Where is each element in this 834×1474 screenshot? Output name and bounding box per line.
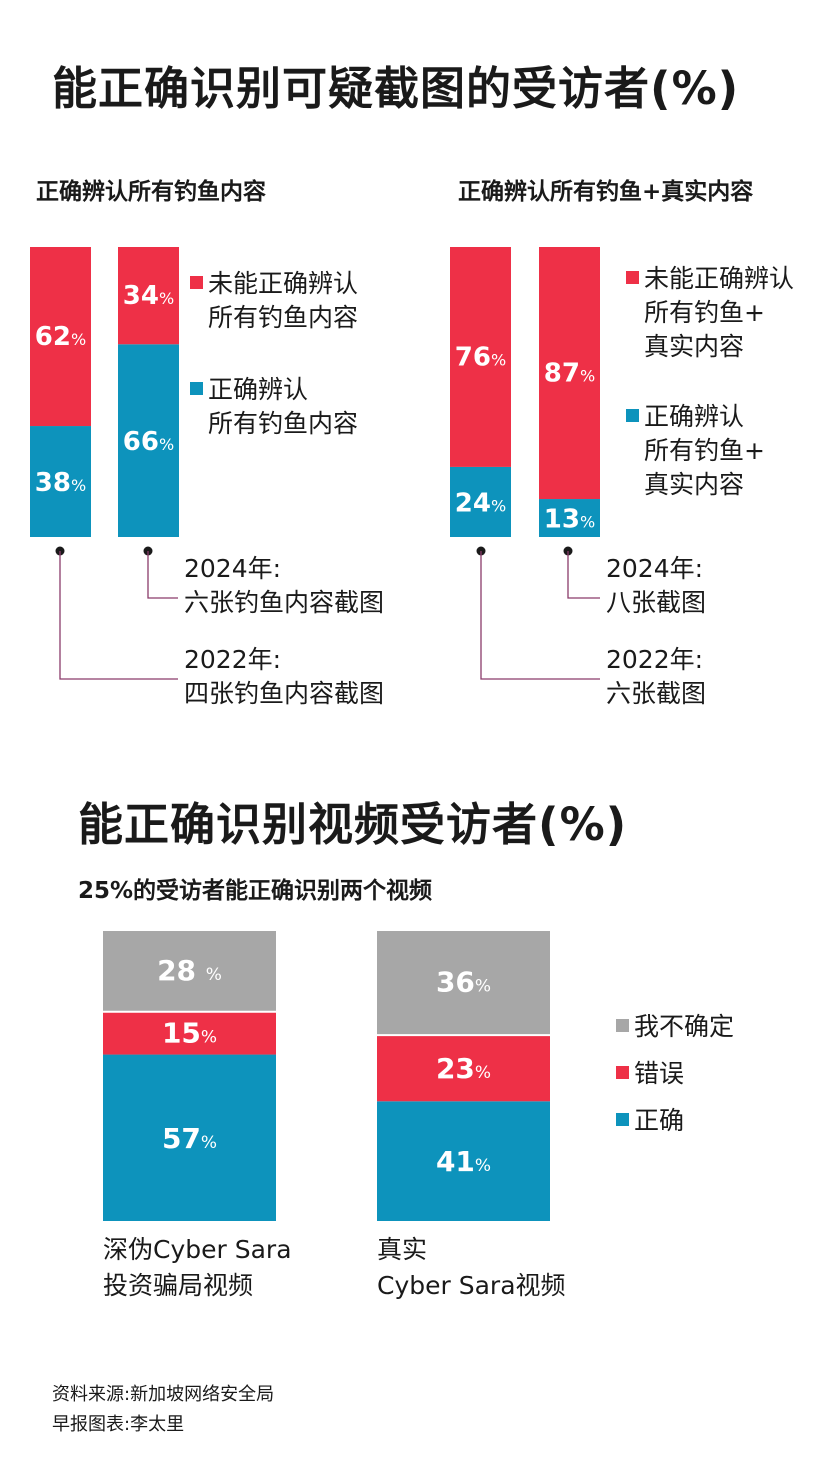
connectors-layer [55, 546, 600, 680]
connector-line [480, 551, 600, 680]
bar-segment [377, 1036, 550, 1102]
left-chart-2024-label: 2024年: 六张钓鱼内容截图 [184, 554, 385, 617]
bar-segment [118, 247, 179, 345]
red-legend-swatch [626, 271, 639, 284]
bar-segment [118, 344, 179, 537]
bar-segment [377, 1101, 550, 1221]
legend-label: 未能正确辨认 所有钓鱼内容 [208, 269, 359, 332]
legend-label: 正确辨认 所有钓鱼内容 [208, 375, 359, 438]
legend-item-identified: 正确辨认 所有钓鱼+ 真实内容 [626, 400, 794, 502]
legend-item-wrong: 错误 [616, 1057, 734, 1091]
deepfake-video-caption: 深伪Cyber Sara 投资骗局视频 [103, 1235, 292, 1300]
left-chart-subtitle: 正确辨认所有钓鱼内容 [36, 179, 266, 205]
bar-segment [377, 931, 550, 1035]
bar-segment [539, 499, 600, 537]
blue-legend-swatch [626, 409, 639, 422]
bar-value-label: 57% [162, 1122, 217, 1155]
legend-item-identified: 正确辨认 所有钓鱼内容 [190, 373, 358, 441]
right-chart-2022-label: 2022年: 六张截图 [606, 645, 707, 708]
right-chart-2024-label: 2024年: 八张截图 [606, 554, 707, 617]
bar-segment [450, 466, 511, 537]
video-section-title: 能正确识别视频受访者(%) [78, 798, 628, 851]
bar-segment [103, 1054, 276, 1221]
gray-legend-swatch [616, 1019, 629, 1032]
legend-item-not-identified: 未能正确辨认 所有钓鱼内容 [190, 267, 358, 335]
legend-item-correct: 正确 [616, 1104, 734, 1138]
real-video-caption: 真实 Cyber Sara视频 [377, 1235, 566, 1300]
bar-segment [30, 426, 91, 537]
bar-segment [103, 931, 276, 1011]
bar-segment [30, 247, 91, 427]
main-title: 能正确识别可疑截图的受访者(%) [52, 62, 740, 115]
red-legend-swatch [190, 276, 203, 289]
legend-label: 正确 [634, 1106, 685, 1135]
right-chart-legend: 未能正确辨认 所有钓鱼+ 真实内容 正确辨认 所有钓鱼+ 真实内容 [626, 262, 794, 502]
connector-line [147, 551, 178, 599]
blue-legend-swatch [190, 382, 203, 395]
legend-item-unsure: 我不确定 [616, 1010, 734, 1044]
blue-legend-swatch [616, 1113, 629, 1126]
connector-line [59, 551, 178, 680]
left-chart-2022-label: 2022年: 四张钓鱼内容截图 [184, 645, 385, 708]
red-legend-swatch [616, 1066, 629, 1079]
bar-segment [450, 247, 511, 467]
legend-item-not-identified: 未能正确辨认 所有钓鱼+ 真实内容 [626, 262, 794, 364]
bar-value-label: 62% [35, 322, 86, 352]
source-note: 资料来源:新加坡网络安全局 [52, 1384, 275, 1405]
right-chart-subtitle: 正确辨认所有钓鱼+真实内容 [458, 179, 754, 205]
video-chart-subtitle: 25%的受访者能正确识别两个视频 [78, 878, 433, 904]
left-chart-legend: 未能正确辨认 所有钓鱼内容 正确辨认 所有钓鱼内容 [190, 267, 358, 441]
connector-line [567, 551, 600, 599]
legend-label: 错误 [634, 1059, 685, 1088]
legend-label: 未能正确辨认 所有钓鱼+ 真实内容 [644, 264, 795, 361]
bar-segment [539, 247, 600, 500]
credit-note: 早报图表:李太里 [52, 1414, 185, 1435]
video-chart-legend: 我不确定 错误 正确 [616, 1010, 734, 1138]
bar-value-label: 76% [455, 342, 506, 372]
legend-label: 正确辨认 所有钓鱼+ 真实内容 [644, 402, 765, 499]
legend-label: 我不确定 [634, 1012, 735, 1041]
bar-segment [103, 1012, 276, 1055]
bars-layer: 38%62%66%34%24%76%13%87%57%15%28 %41%23%… [30, 247, 600, 1221]
